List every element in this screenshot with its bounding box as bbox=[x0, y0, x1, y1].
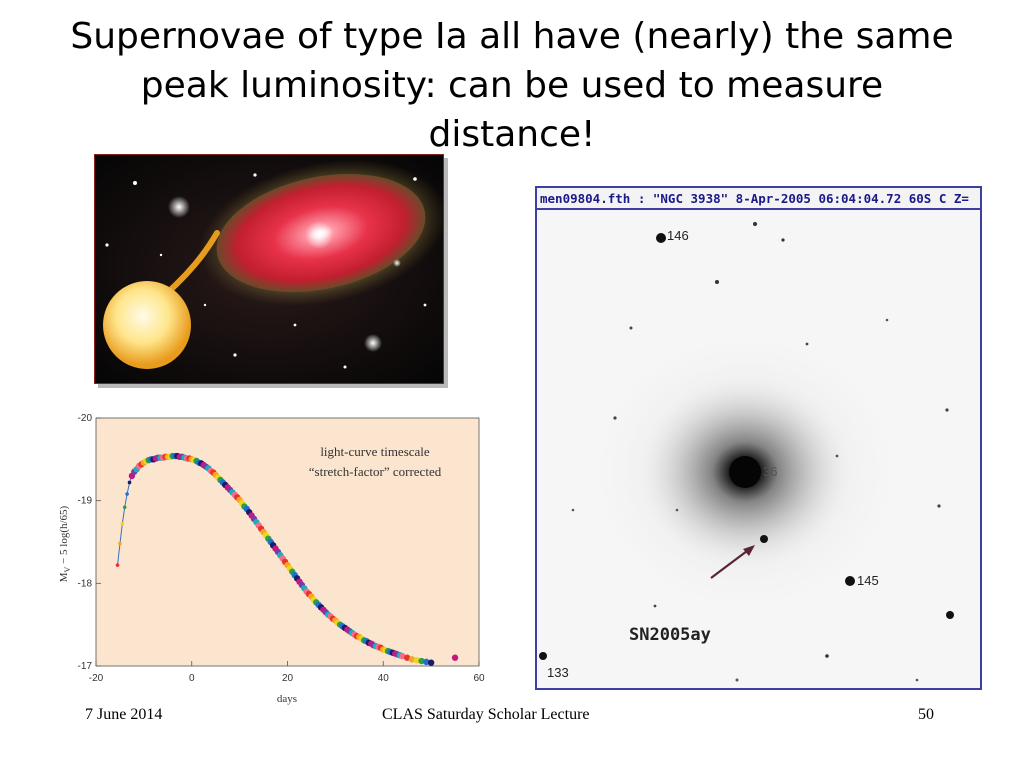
x-tick-label: 20 bbox=[282, 673, 294, 684]
label-133: 133 bbox=[547, 665, 569, 680]
star-133 bbox=[539, 652, 547, 660]
chart-annotation-line-2: “stretch-factor” corrected bbox=[309, 464, 442, 479]
data-point bbox=[118, 541, 122, 546]
y-tick-label: -18 bbox=[78, 578, 93, 589]
x-tick-label: 0 bbox=[189, 673, 195, 684]
y-tick-label: -19 bbox=[78, 496, 93, 507]
data-point bbox=[122, 505, 127, 510]
data-point bbox=[427, 659, 435, 666]
data-point bbox=[413, 657, 420, 664]
data-point bbox=[408, 656, 416, 663]
light-curve-chart: MV − 5 log(h/65) light-curve timescale “… bbox=[36, 396, 506, 716]
sn2005ay-point bbox=[760, 535, 768, 543]
footer-date: 7 June 2014 bbox=[85, 706, 163, 723]
x-axis-label: days bbox=[277, 693, 297, 705]
data-point bbox=[451, 654, 459, 661]
data-point bbox=[127, 480, 132, 485]
data-point bbox=[418, 657, 425, 665]
star-145 bbox=[845, 576, 855, 586]
slide-title: Supernovae of type Ia all have (nearly) … bbox=[70, 16, 954, 155]
page-number: 50 bbox=[918, 706, 934, 723]
x-tick-label: 60 bbox=[473, 673, 485, 684]
x-tick-label: 40 bbox=[378, 673, 390, 684]
label-145: 145 bbox=[857, 573, 879, 588]
supernova-arrow bbox=[710, 547, 752, 579]
label-146: 146 bbox=[667, 228, 689, 243]
supernova-label: SN2005ay bbox=[629, 625, 711, 645]
footer-center-text: CLAS Saturday Scholar Lecture bbox=[382, 706, 590, 723]
svg-text:MV − 5 log(h/65): MV − 5 log(h/65) bbox=[58, 505, 72, 582]
chart-annotation-line-1: light-curve timescale bbox=[320, 444, 430, 459]
y-tick-label: -20 bbox=[78, 413, 93, 424]
data-point bbox=[120, 522, 125, 526]
x-tick-label: -20 bbox=[89, 673, 104, 684]
data-point bbox=[115, 563, 120, 567]
galaxy-observation-image: men09804.fth : "NGC 3938" 8-Apr-2005 06:… bbox=[535, 186, 982, 690]
label-36: 36 bbox=[763, 464, 777, 479]
y-axis-label: MV − 5 log(h/65) bbox=[58, 505, 72, 582]
observation-header: men09804.fth : "NGC 3938" 8-Apr-2005 06:… bbox=[537, 188, 980, 210]
data-point bbox=[125, 492, 129, 496]
star-146 bbox=[656, 233, 666, 243]
binary-star-illustration bbox=[94, 154, 444, 384]
y-tick-label: -17 bbox=[78, 661, 93, 672]
data-point bbox=[423, 658, 430, 666]
